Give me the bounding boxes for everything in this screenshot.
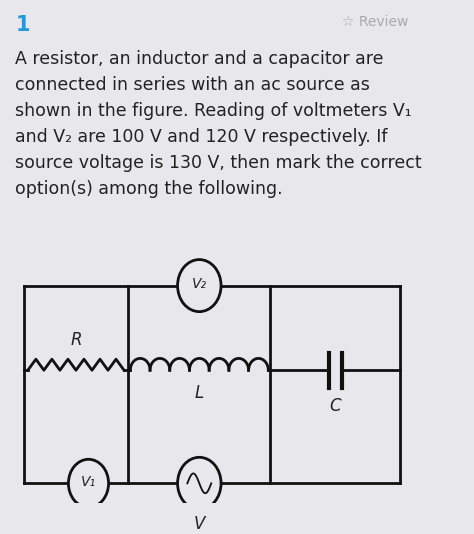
Text: ☆ Review: ☆ Review: [342, 15, 409, 29]
Text: V: V: [193, 515, 205, 533]
Text: and V₂ are 100 V and 120 V respectively. If: and V₂ are 100 V and 120 V respectively.…: [15, 128, 388, 146]
Text: L: L: [195, 384, 204, 402]
Text: V₁: V₁: [81, 475, 96, 489]
Text: A resistor, an inductor and a capacitor are: A resistor, an inductor and a capacitor …: [15, 50, 384, 68]
Text: connected in series with an ac source as: connected in series with an ac source as: [15, 76, 370, 95]
Text: option(s) among the following.: option(s) among the following.: [15, 180, 283, 199]
Circle shape: [178, 457, 221, 509]
Circle shape: [178, 260, 221, 312]
Text: 1: 1: [15, 15, 30, 35]
Circle shape: [68, 459, 109, 507]
Text: V₂: V₂: [192, 277, 207, 290]
Text: shown in the figure. Reading of voltmeters V₁: shown in the figure. Reading of voltmete…: [15, 103, 412, 120]
Text: source voltage is 130 V, then mark the correct: source voltage is 130 V, then mark the c…: [15, 154, 422, 172]
Text: R: R: [70, 331, 82, 349]
Text: C: C: [329, 397, 341, 415]
